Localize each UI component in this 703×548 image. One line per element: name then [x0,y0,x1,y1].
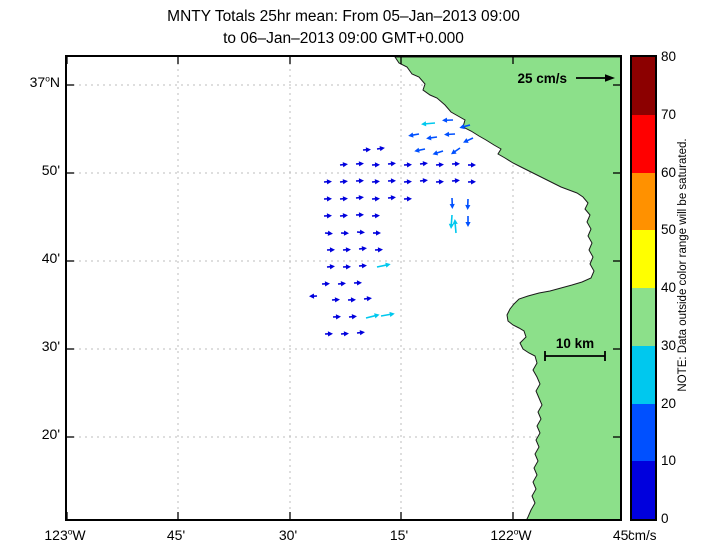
reference-arrow: 25 cm/s [517,71,615,86]
current-vectors [309,117,476,337]
colorbar-block [632,288,655,346]
colorbar-tick-label: 10 [661,453,677,469]
gridlines [67,57,620,519]
colorbar-unit-label: cm/s [628,528,657,543]
land-coastline [394,57,620,519]
colorbar-note: NOTE: Data outside color range will be s… [677,138,689,392]
y-tick-label: 20' [41,426,60,442]
plot-title: MNTY Totals 25hr mean: From 05–Jan–2013 … [65,6,622,49]
axis-tick-marks [67,57,620,519]
colorbar-tick-label: 80 [661,49,677,64]
plot-title-line-1: MNTY Totals 25hr mean: From 05–Jan–2013 … [167,8,520,25]
y-tick-label: 30' [41,338,60,354]
colorbar-block [632,57,655,115]
colorbar-block [632,172,655,231]
colorbar [630,55,657,521]
reference-arrowhead-icon [605,74,615,82]
colorbar-tick-label: 0 [661,511,669,526]
reference-arrow-label: 25 cm/s [517,71,567,86]
plot-title-line-2: to 06–Jan–2013 09:00 GMT+0.000 [223,29,464,47]
x-tick-label: 15' [389,527,409,543]
scale-bar: 10 km [544,336,606,361]
y-tick-label: 37oN [29,73,60,90]
colorbar-block [632,230,655,288]
y-tick-label: 50' [41,162,60,178]
x-tick-label: 45' [166,527,186,543]
colorbar-block [632,461,655,519]
colorbar-block [632,403,655,462]
x-tick-label: 30' [278,527,298,543]
colorbar-block [632,345,655,404]
map-canvas: 25 cm/s 10 km [67,57,620,519]
x-tick-label: 122oW [490,526,532,543]
colorbar-block [632,114,655,173]
map-plot: 25 cm/s 10 km [65,55,622,521]
y-tick-label: 40' [41,250,60,266]
scale-bar-label: 10 km [556,336,594,351]
x-tick-label: 123oW [44,526,86,543]
